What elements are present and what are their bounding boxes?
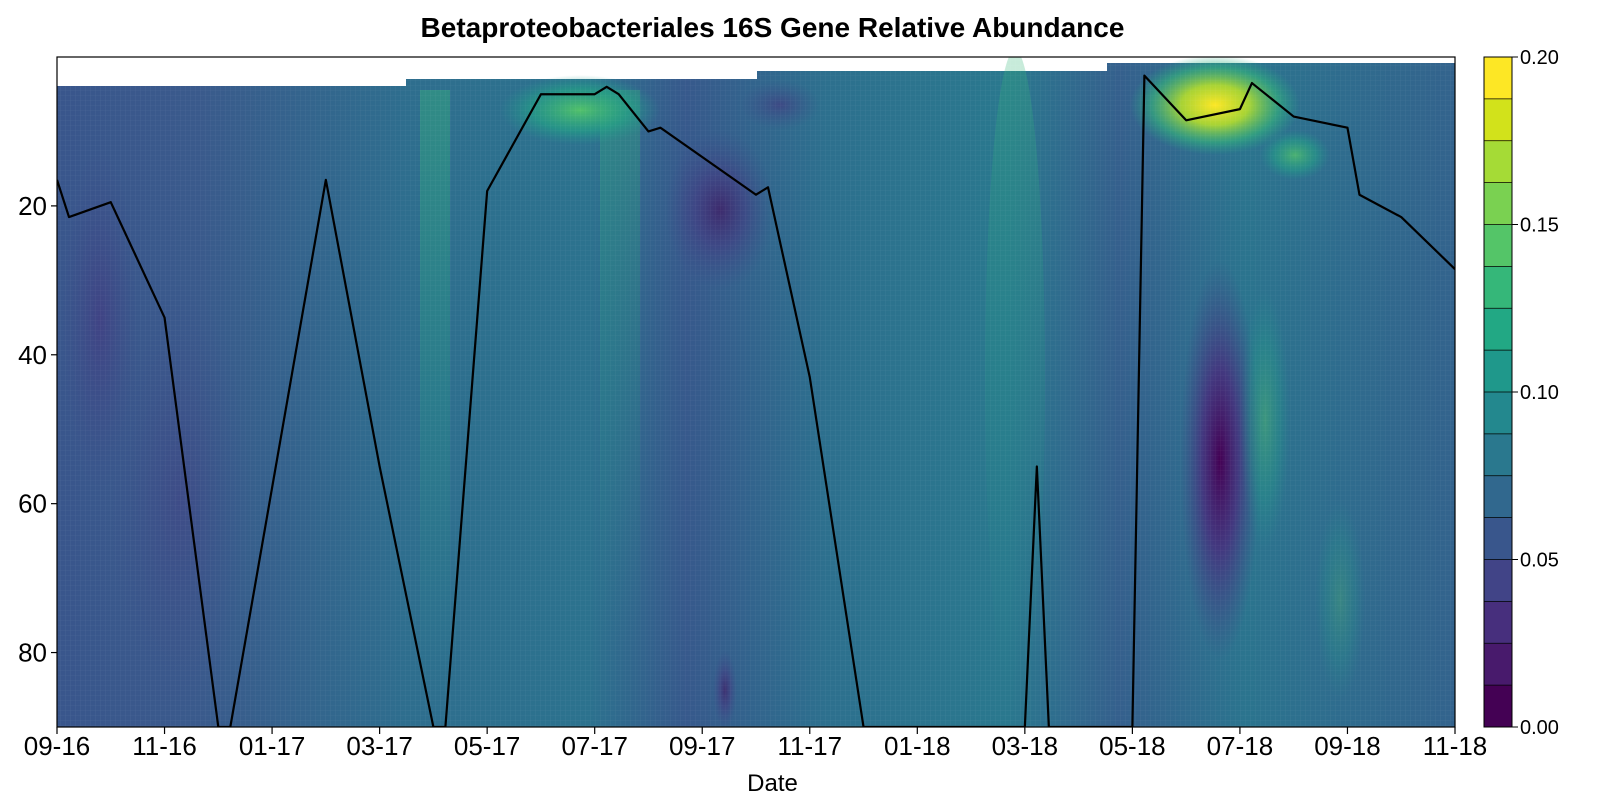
colorbar-segment — [1484, 559, 1512, 602]
x-tick-label: 11-16 — [132, 731, 197, 761]
colorbar-segment — [1484, 350, 1512, 393]
plot-frame — [56, 56, 1456, 728]
x-axis-label: Date — [747, 770, 798, 797]
heatmap-field — [57, 57, 1455, 727]
x-tick-label: 03-17 — [346, 731, 413, 761]
x-tick-label: 09-18 — [1314, 731, 1381, 761]
colorbar-segment — [1484, 308, 1512, 351]
x-tick-label: 05-17 — [454, 731, 521, 761]
colorbar-segment — [1484, 182, 1512, 225]
y-tick-label: 60 — [18, 489, 47, 519]
colorbar-tick-label: 0.20 — [1520, 47, 1559, 69]
depth-line — [57, 74, 1455, 727]
y-tick-label: 80 — [18, 638, 47, 668]
x-tick-label: 09-16 — [24, 731, 91, 761]
x-tick-label: 07-17 — [561, 731, 628, 761]
y-tick-label: 20 — [18, 191, 47, 221]
colorbar-tick-label: 0.00 — [1520, 717, 1559, 739]
x-tick-label: 01-18 — [884, 731, 951, 761]
colorbar-segment — [1484, 57, 1512, 100]
colorbar-tick-label: 0.05 — [1520, 550, 1559, 572]
colorbar: 0.00 0.05 0.10 0.15 0.20 — [1483, 47, 1559, 739]
x-tick-label: 11-17 — [777, 731, 842, 761]
colorbar-segment — [1484, 601, 1512, 644]
colorbar-segment — [1484, 475, 1512, 519]
colorbar-tick-label: 0.10 — [1520, 382, 1559, 404]
x-axis: 09-16 11-16 01-17 03-17 05-17 07-17 09-17 11-17… — [24, 727, 1488, 761]
x-tick-label: 03-18 — [992, 731, 1059, 761]
x-tick-label: 05-18 — [1099, 731, 1166, 761]
colorbar-segment — [1484, 224, 1512, 267]
line-series — [57, 74, 1455, 727]
colorbar-tick-label: 0.15 — [1520, 215, 1559, 237]
colorbar-segment — [1484, 98, 1512, 142]
x-tick-label: 11-18 — [1423, 731, 1488, 761]
x-tick-label: 07-18 — [1207, 731, 1274, 761]
colorbar-segment — [1484, 140, 1512, 184]
colorbar-segment — [1484, 392, 1512, 435]
colorbar-segment — [1484, 685, 1512, 728]
y-axis: 20 40 60 80 — [18, 191, 57, 668]
chart-title: Betaproteobacteriales 16S Gene Relative … — [420, 12, 1125, 43]
y-tick-label: 40 — [18, 340, 47, 370]
colorbar-segment — [1484, 643, 1512, 686]
x-tick-label: 01-17 — [239, 731, 306, 761]
x-tick-label: 09-17 — [669, 731, 736, 761]
colorbar-segment — [1484, 266, 1512, 309]
colorbar-segment — [1484, 517, 1512, 560]
colorbar-segment — [1484, 433, 1512, 477]
